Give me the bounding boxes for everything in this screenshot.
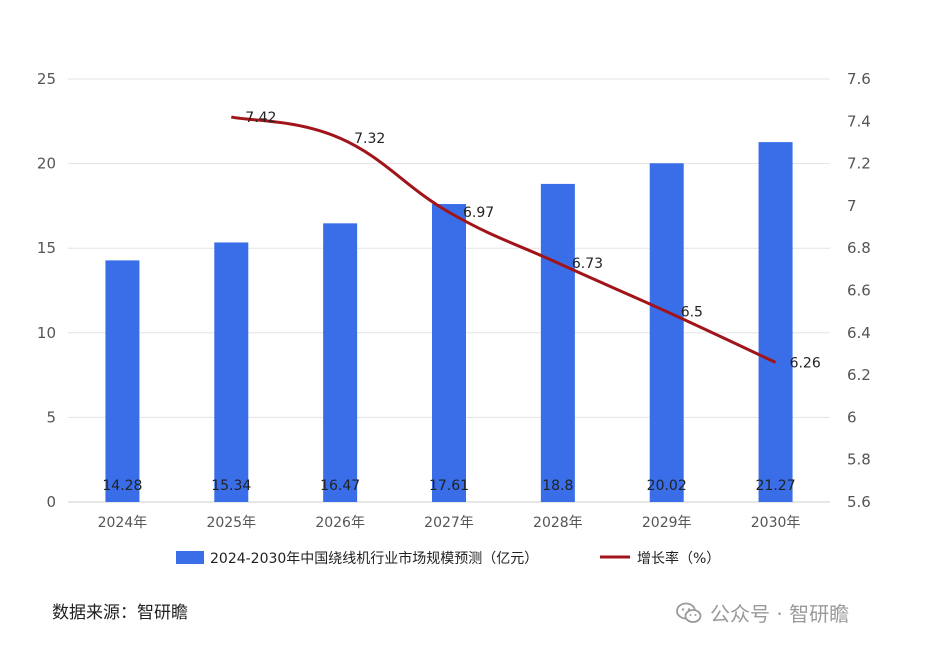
left-tick-label: 15	[37, 239, 56, 257]
line-data-label: 6.26	[790, 355, 821, 371]
bar	[105, 260, 140, 502]
right-tick-label: 5.8	[847, 451, 871, 469]
right-tick-label: 7	[847, 197, 857, 215]
watermark: 公众号 · 智研瞻	[676, 598, 849, 627]
x-tick-label: 2025年	[206, 515, 256, 531]
wechat-icon	[676, 602, 702, 623]
x-tick-label: 2026年	[315, 515, 365, 531]
right-tick-label: 6.8	[847, 239, 871, 257]
bar-data-labels: 14.28 15.34 16.47 17.61 18.8 20.02 21.27	[102, 478, 795, 494]
watermark-text: 公众号 · 智研瞻	[710, 602, 850, 626]
line-data-label: 6.97	[463, 205, 494, 221]
left-axis: 0 5 10 15 20 25	[37, 70, 56, 511]
left-tick-label: 20	[37, 155, 56, 173]
growth-rate-line	[231, 115, 777, 364]
right-tick-label: 6.6	[847, 282, 871, 300]
legend-bar-label: 2024-2030年中国绕线机行业市场规模预测（亿元）	[210, 550, 538, 567]
left-tick-label: 5	[46, 408, 56, 426]
source-note: 数据来源：智研瞻	[52, 603, 188, 623]
legend-bar-swatch	[176, 551, 204, 564]
x-tick-label: 2029年	[642, 515, 692, 531]
line-series	[231, 115, 777, 364]
x-axis: 2024年 2025年 2026年 2027年 2028年 2029年 2030年	[98, 515, 801, 531]
line-data-label: 7.42	[245, 110, 276, 126]
right-tick-label: 5.6	[847, 493, 871, 511]
bar-series	[105, 142, 793, 503]
bar-data-label: 16.47	[320, 478, 360, 494]
line-data-label: 6.73	[572, 256, 603, 272]
left-tick-label: 10	[37, 324, 56, 342]
x-tick-label: 2028年	[533, 515, 583, 531]
right-tick-label: 6	[847, 408, 857, 426]
bar	[540, 183, 575, 503]
legend-line-label: 增长率（%）	[637, 550, 720, 567]
bar	[214, 242, 249, 502]
x-tick-label: 2030年	[751, 515, 801, 531]
right-tick-label: 6.4	[847, 324, 871, 342]
right-tick-label: 7.6	[847, 70, 871, 88]
left-tick-label: 0	[46, 493, 56, 511]
bar	[323, 223, 358, 502]
line-data-label: 7.32	[354, 131, 385, 147]
bar-data-label: 20.02	[647, 478, 687, 494]
right-tick-label: 6.2	[847, 366, 871, 384]
bar	[758, 142, 793, 502]
line-data-label: 6.5	[681, 305, 703, 321]
bar-data-label: 18.8	[542, 478, 573, 494]
bar	[432, 204, 466, 502]
left-tick-label: 25	[37, 70, 56, 88]
right-tick-label: 7.4	[847, 112, 871, 130]
bar-data-label: 14.28	[102, 478, 142, 494]
bar	[649, 163, 684, 502]
x-tick-label: 2027年	[424, 515, 474, 531]
right-axis: 5.6 5.8 6 6.2 6.4 6.6 6.8 7 7.2 7.4 7.6	[847, 70, 871, 511]
right-tick-label: 7.2	[847, 155, 871, 173]
line-data-labels: 7.42 7.32 6.97 6.73 6.5 6.26	[245, 110, 821, 371]
bar-data-label: 21.27	[756, 478, 796, 494]
x-tick-label: 2024年	[98, 515, 148, 531]
bar-data-label: 17.61	[429, 478, 469, 494]
bar-data-label: 15.34	[211, 478, 251, 494]
legend: 2024-2030年中国绕线机行业市场规模预测（亿元） 增长率（%）	[176, 550, 720, 567]
